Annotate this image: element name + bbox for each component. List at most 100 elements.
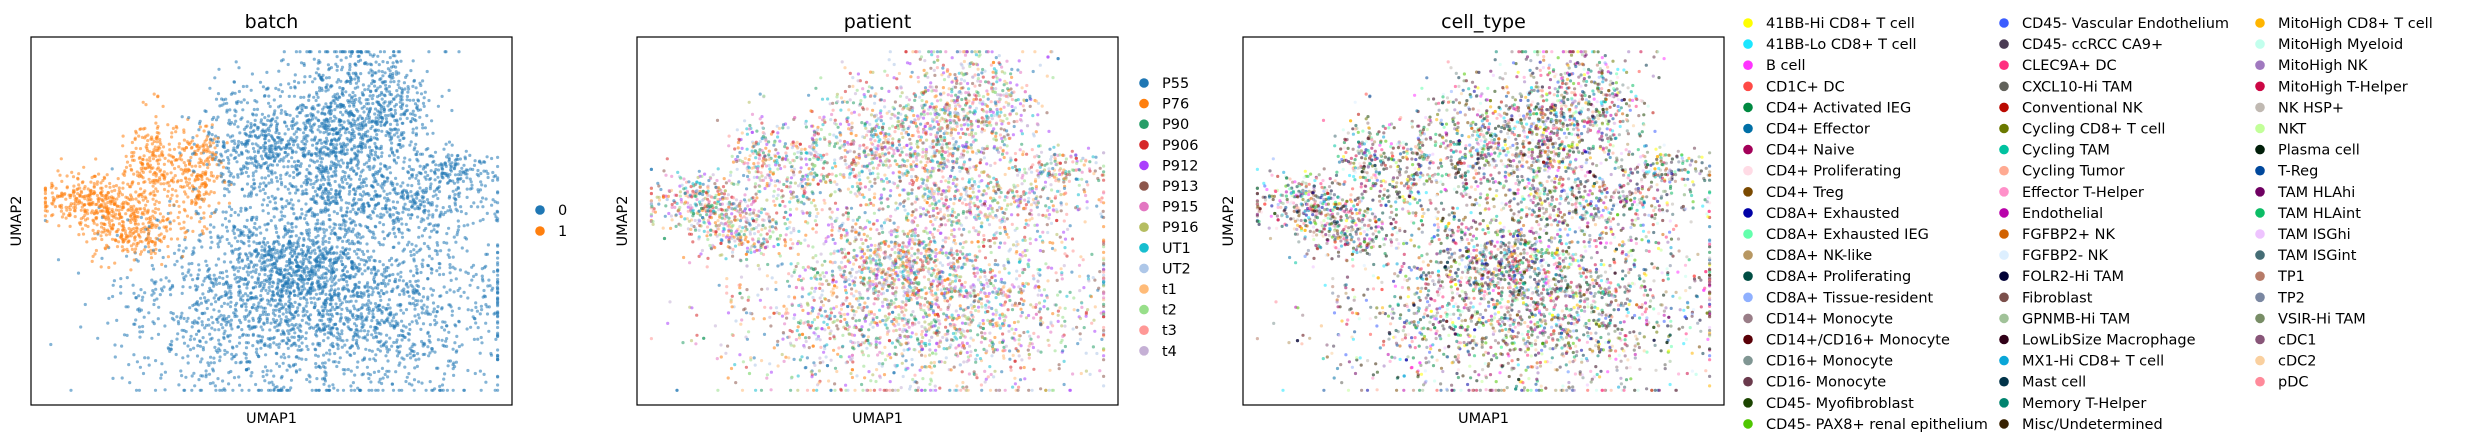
- point-0: [275, 258, 279, 263]
- point-0: [379, 154, 384, 158]
- point-0: [469, 325, 473, 329]
- point-1: [162, 236, 166, 240]
- point-0: [337, 150, 341, 154]
- point-0: [462, 290, 466, 294]
- point-0: [334, 50, 338, 54]
- point-0: [393, 186, 397, 190]
- point-0: [322, 125, 326, 129]
- point-1: [165, 229, 169, 233]
- point-0: [428, 340, 432, 344]
- point-0: [373, 268, 377, 272]
- point-1: [80, 201, 84, 205]
- point-1: [108, 232, 112, 236]
- point-0: [261, 312, 265, 316]
- point-1: [113, 188, 117, 192]
- point-0: [228, 122, 232, 126]
- point-0: [367, 256, 371, 260]
- point-0: [323, 306, 327, 311]
- point-0: [359, 224, 363, 228]
- point-0: [207, 323, 211, 327]
- point-0: [323, 122, 327, 126]
- point-1: [177, 145, 181, 149]
- point-0: [187, 116, 191, 120]
- point-0: [457, 344, 461, 349]
- point-1: [182, 138, 186, 142]
- point-0: [422, 96, 426, 100]
- point-1: [156, 162, 160, 166]
- point-0: [238, 335, 242, 339]
- point-0: [318, 226, 322, 230]
- point-1: [83, 209, 87, 213]
- point-0: [295, 255, 299, 259]
- point-1: [137, 207, 141, 211]
- point-0: [247, 263, 251, 267]
- point-1: [173, 166, 177, 171]
- point-0: [214, 155, 218, 159]
- point-0: [329, 261, 333, 265]
- point-1: [115, 197, 119, 201]
- point-0: [447, 88, 451, 92]
- point-0: [339, 259, 343, 263]
- point-0: [372, 164, 376, 168]
- point-0: [79, 325, 83, 329]
- point-0: [403, 202, 407, 206]
- point-0: [263, 306, 267, 310]
- point-0: [361, 372, 365, 376]
- point-0: [237, 260, 241, 264]
- point-0: [280, 374, 284, 379]
- point-0: [396, 135, 400, 139]
- point-0: [197, 268, 201, 272]
- point-0: [304, 357, 308, 362]
- point-0: [496, 273, 500, 277]
- point-0: [391, 213, 395, 217]
- point-0: [377, 304, 381, 308]
- point-0: [334, 223, 338, 227]
- point-0: [249, 374, 253, 378]
- point-0: [286, 127, 290, 131]
- point-0: [324, 228, 328, 232]
- point-0: [194, 332, 199, 336]
- point-0: [271, 290, 275, 294]
- point-0: [447, 359, 451, 363]
- point-0: [367, 158, 371, 163]
- point-0: [496, 388, 500, 392]
- point-0: [472, 201, 476, 205]
- point-0: [314, 365, 318, 369]
- point-0: [227, 241, 231, 245]
- point-1: [117, 208, 121, 212]
- point-0: [323, 257, 327, 261]
- point-1: [146, 162, 150, 166]
- point-0: [471, 315, 475, 319]
- point-0: [251, 146, 256, 151]
- point-0: [277, 345, 281, 349]
- point-0: [369, 63, 374, 67]
- point-0: [294, 191, 298, 195]
- point-0: [335, 143, 339, 147]
- point-0: [266, 274, 270, 278]
- point-0: [139, 215, 143, 220]
- point-0: [393, 108, 397, 112]
- point-0: [244, 346, 249, 350]
- point-0: [335, 211, 339, 216]
- point-1: [136, 181, 141, 186]
- point-0: [385, 176, 389, 180]
- point-0: [292, 160, 297, 164]
- point-0: [364, 117, 368, 121]
- point-0: [272, 341, 276, 345]
- point-0: [209, 302, 213, 306]
- point-1: [155, 223, 159, 227]
- point-0: [211, 381, 215, 385]
- point-0: [496, 277, 500, 281]
- point-0: [433, 150, 438, 154]
- point-0: [360, 134, 364, 138]
- point-0: [263, 273, 267, 277]
- point-0: [307, 170, 311, 174]
- point-1: [130, 227, 134, 231]
- point-0: [378, 294, 382, 298]
- point-0: [172, 251, 177, 255]
- point-1: [148, 170, 152, 174]
- point-0: [264, 183, 268, 187]
- point-0: [275, 207, 279, 211]
- point-0: [384, 354, 388, 358]
- point-0: [214, 97, 219, 101]
